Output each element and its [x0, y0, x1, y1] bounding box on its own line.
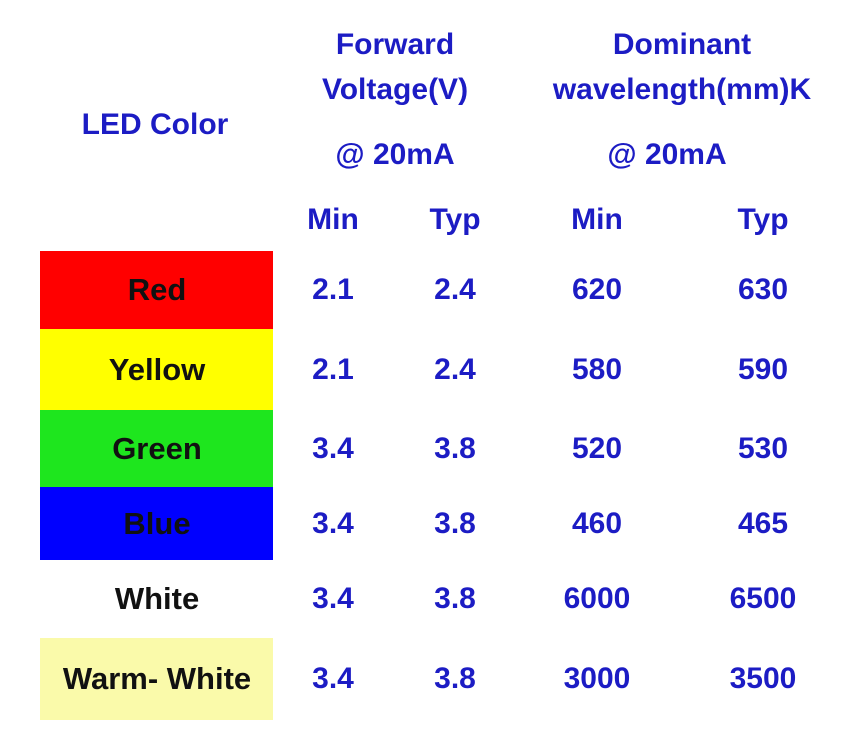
color-swatch — [40, 329, 273, 410]
header-condition: @ 20mA — [335, 138, 455, 171]
cell-value: 580 — [571, 352, 623, 386]
header-wavelength: wavelength(mm)K — [552, 73, 812, 106]
header-sub: Typ — [429, 203, 481, 236]
cell-value: 6500 — [729, 582, 797, 615]
cell-value: 2.1 — [312, 273, 354, 306]
header-wavelength: Dominant — [612, 28, 752, 61]
cell-value: 3.8 — [434, 662, 476, 695]
cell-value: 3.8 — [434, 431, 476, 465]
cell-value: 3000 — [563, 662, 631, 695]
cell-value: 3.4 — [312, 506, 354, 540]
cell-value: 3.4 — [312, 582, 354, 615]
cell-value: 630 — [737, 273, 789, 306]
led-name: White — [114, 581, 200, 616]
color-swatch — [40, 410, 273, 487]
led-name: Green — [112, 430, 202, 466]
cell-value: 2.4 — [434, 352, 476, 386]
cell-value: 3500 — [729, 662, 797, 695]
header-sub: Typ — [737, 203, 789, 236]
header-led-color: LED Color — [81, 108, 229, 141]
color-swatch — [40, 487, 273, 560]
cell-value: 3.8 — [434, 506, 476, 540]
cell-value: 520 — [571, 431, 623, 465]
header-condition: @ 20mA — [607, 138, 727, 171]
color-swatch — [40, 638, 273, 720]
led-name: Warm- White — [62, 661, 252, 696]
cell-value: 3.4 — [312, 662, 354, 695]
color-swatch — [40, 560, 273, 638]
cell-value: 2.1 — [312, 352, 354, 386]
cell-value: 6000 — [563, 582, 631, 615]
header-forward-voltage: Forward — [335, 28, 455, 61]
header-sub: Min — [571, 203, 623, 236]
cell-value: 2.4 — [434, 273, 476, 306]
led-name: Blue — [123, 505, 191, 541]
color-swatch — [40, 251, 273, 329]
cell-value: 3.4 — [312, 431, 354, 465]
led-name: Yellow — [108, 351, 206, 387]
cell-value: 465 — [737, 506, 789, 540]
cell-value: 620 — [571, 273, 623, 306]
header-sub: Min — [307, 203, 359, 236]
cell-value: 530 — [737, 431, 789, 465]
led-name: Red — [127, 272, 187, 307]
cell-value: 590 — [737, 352, 789, 386]
header-forward-voltage: Voltage(V) — [321, 73, 469, 106]
cell-value: 460 — [571, 506, 623, 540]
cell-value: 3.8 — [434, 582, 476, 615]
